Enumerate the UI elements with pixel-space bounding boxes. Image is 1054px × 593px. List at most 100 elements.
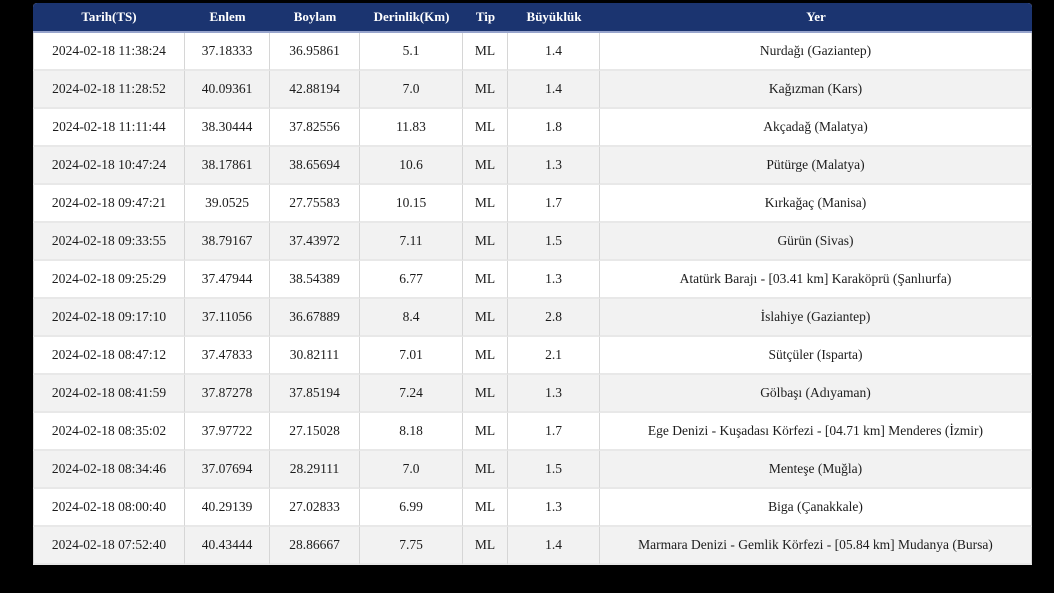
table-row: 2024-02-18 10:47:24 38.17861 38.65694 10.6 M… [33,147,1032,185]
cell-derinlik: 8.18 [360,413,463,451]
cell-tip: ML [463,223,508,261]
earthquake-table: Tarih(TS) Enlem Boylam Derinlik(Km) Tip Büyük… [33,3,1032,565]
cell-yer: Pütürge (Malatya) [600,147,1032,185]
cell-yer: Menteşe (Muğla) [600,451,1032,489]
cell-enlem: 40.43444 [185,527,270,565]
cell-derinlik: 8.4 [360,299,463,337]
cell-buyukluk: 2.8 [508,299,600,337]
cell-tip: ML [463,185,508,223]
cell-tip: ML [463,71,508,109]
table-row: 2024-02-18 08:35:02 37.97722 27.15028 8.18 M… [33,413,1032,451]
cell-yer: Atatürk Barajı - [03.41 km] Karaköprü (Ş… [600,261,1032,299]
cell-tarih: 2024-02-18 10:47:24 [33,147,185,185]
table-row: 2024-02-18 09:17:10 37.11056 36.67889 8.4 ML… [33,299,1032,337]
cell-tarih: 2024-02-18 08:00:40 [33,489,185,527]
table-row: 2024-02-18 11:38:24 37.18333 36.95861 5.1 ML… [33,33,1032,71]
cell-boylam: 27.15028 [270,413,360,451]
table-row: 2024-02-18 08:00:40 40.29139 27.02833 6.99 M… [33,489,1032,527]
cell-buyukluk: 2.1 [508,337,600,375]
cell-yer: Biga (Çanakkale) [600,489,1032,527]
cell-buyukluk: 1.3 [508,375,600,413]
cell-tip: ML [463,33,508,71]
cell-tarih: 2024-02-18 09:47:21 [33,185,185,223]
cell-enlem: 39.0525 [185,185,270,223]
cell-derinlik: 10.15 [360,185,463,223]
cell-buyukluk: 1.3 [508,261,600,299]
cell-derinlik: 5.1 [360,33,463,71]
table-body: 2024-02-18 11:38:24 37.18333 36.95861 5.1 ML… [33,33,1032,565]
cell-enlem: 38.30444 [185,109,270,147]
table-row: 2024-02-18 07:52:40 40.43444 28.86667 7.75 M… [33,527,1032,565]
cell-yer: Kağızman (Kars) [600,71,1032,109]
cell-tip: ML [463,451,508,489]
cell-tarih: 2024-02-18 07:52:40 [33,527,185,565]
cell-yer: Gürün (Sivas) [600,223,1032,261]
cell-buyukluk: 1.3 [508,147,600,185]
cell-tip: ML [463,299,508,337]
cell-tip: ML [463,527,508,565]
cell-derinlik: 10.6 [360,147,463,185]
cell-yer: Gölbaşı (Adıyaman) [600,375,1032,413]
cell-buyukluk: 1.4 [508,71,600,109]
cell-buyukluk: 1.4 [508,527,600,565]
cell-boylam: 36.95861 [270,33,360,71]
cell-tarih: 2024-02-18 11:28:52 [33,71,185,109]
cell-yer: Nurdağı (Gaziantep) [600,33,1032,71]
cell-tarih: 2024-02-18 09:25:29 [33,261,185,299]
column-header-tip: Tip [463,3,508,33]
cell-enlem: 38.17861 [185,147,270,185]
cell-enlem: 40.09361 [185,71,270,109]
cell-tip: ML [463,109,508,147]
cell-yer: Ege Denizi - Kuşadası Körfezi - [04.71 k… [600,413,1032,451]
cell-enlem: 37.87278 [185,375,270,413]
cell-buyukluk: 1.4 [508,33,600,71]
cell-boylam: 37.82556 [270,109,360,147]
cell-buyukluk: 1.8 [508,109,600,147]
cell-boylam: 28.86667 [270,527,360,565]
cell-tip: ML [463,375,508,413]
cell-yer: Akçadağ (Malatya) [600,109,1032,147]
cell-enlem: 37.18333 [185,33,270,71]
cell-boylam: 38.65694 [270,147,360,185]
cell-buyukluk: 1.7 [508,413,600,451]
cell-yer: Kırkağaç (Manisa) [600,185,1032,223]
column-header-tarih: Tarih(TS) [33,3,185,33]
table-row: 2024-02-18 09:47:21 39.0525 27.75583 10.15 M… [33,185,1032,223]
cell-buyukluk: 1.5 [508,451,600,489]
cell-boylam: 28.29111 [270,451,360,489]
table-row: 2024-02-18 09:33:55 38.79167 37.43972 7.11 M… [33,223,1032,261]
cell-enlem: 37.97722 [185,413,270,451]
cell-derinlik: 6.99 [360,489,463,527]
cell-derinlik: 11.83 [360,109,463,147]
cell-tarih: 2024-02-18 09:17:10 [33,299,185,337]
cell-boylam: 38.54389 [270,261,360,299]
cell-derinlik: 7.01 [360,337,463,375]
cell-buyukluk: 1.5 [508,223,600,261]
cell-derinlik: 7.11 [360,223,463,261]
cell-enlem: 37.07694 [185,451,270,489]
cell-boylam: 37.43972 [270,223,360,261]
cell-yer: Marmara Denizi - Gemlik Körfezi - [05.84… [600,527,1032,565]
cell-tarih: 2024-02-18 11:38:24 [33,33,185,71]
earthquake-table-container: Tarih(TS) Enlem Boylam Derinlik(Km) Tip Büyük… [33,3,1032,565]
cell-boylam: 30.82111 [270,337,360,375]
cell-tip: ML [463,413,508,451]
column-header-enlem: Enlem [185,3,270,33]
table-row: 2024-02-18 08:41:59 37.87278 37.85194 7.24 M… [33,375,1032,413]
cell-derinlik: 7.0 [360,71,463,109]
cell-yer: Sütçüler (Isparta) [600,337,1032,375]
cell-boylam: 27.02833 [270,489,360,527]
cell-buyukluk: 1.3 [508,489,600,527]
cell-tarih: 2024-02-18 08:47:12 [33,337,185,375]
cell-boylam: 42.88194 [270,71,360,109]
column-header-buyukluk: Büyüklük [508,3,600,33]
column-header-derinlik: Derinlik(Km) [360,3,463,33]
cell-tip: ML [463,489,508,527]
table-header-row: Tarih(TS) Enlem Boylam Derinlik(Km) Tip Büyük… [33,3,1032,33]
cell-derinlik: 7.75 [360,527,463,565]
cell-tarih: 2024-02-18 08:35:02 [33,413,185,451]
table-row: 2024-02-18 11:11:44 38.30444 37.82556 11.83… [33,109,1032,147]
cell-enlem: 37.47944 [185,261,270,299]
cell-tip: ML [463,147,508,185]
